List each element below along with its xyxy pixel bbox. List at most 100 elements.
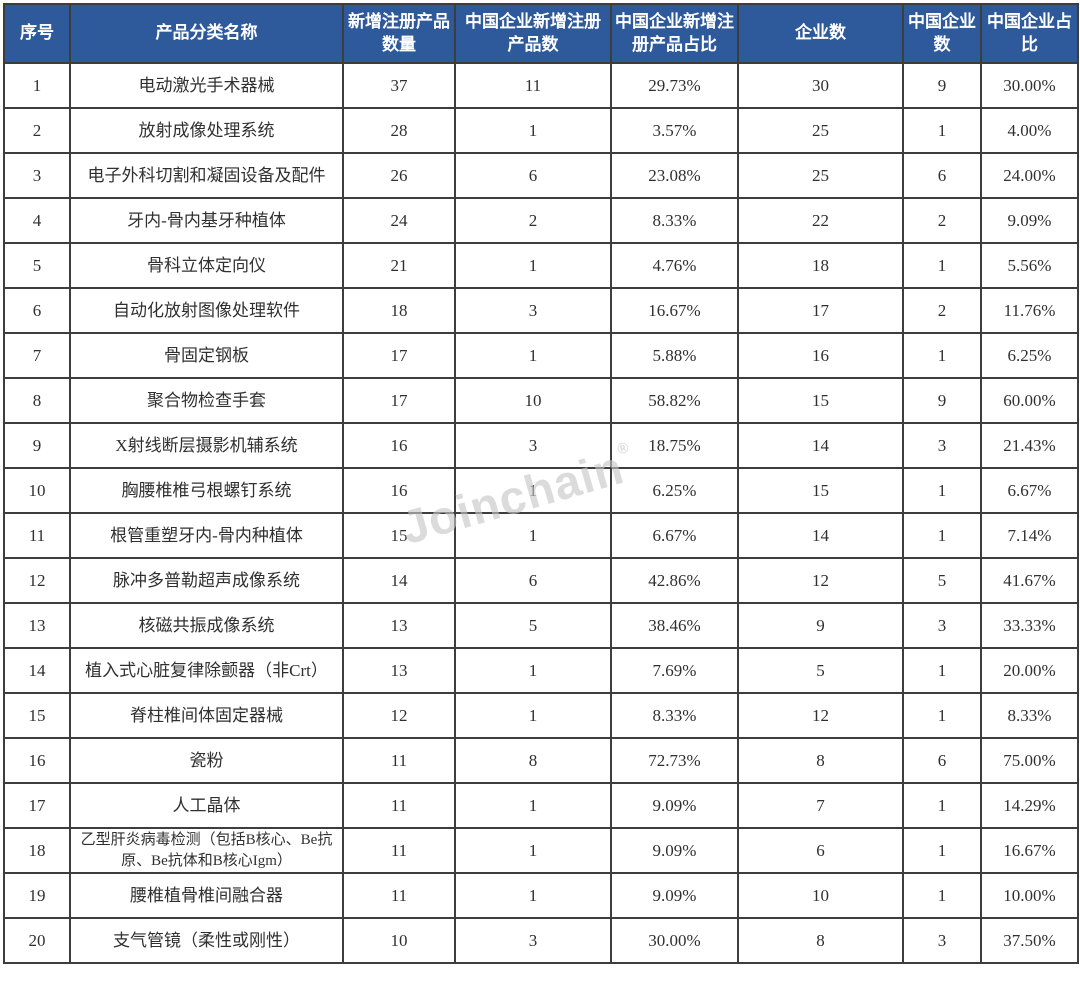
cell-cn-enterprise-count: 1 <box>902 512 982 559</box>
cell-cn-enterprise-count: 1 <box>902 782 982 829</box>
table-row: 13 核磁共振成像系统 13 5 38.46% 9 3 33.33% <box>3 602 1079 649</box>
cell-cn-enterprise-new-registered-product-share: 58.82% <box>610 377 739 424</box>
cell-enterprise-count: 22 <box>737 197 904 244</box>
cell-serial-number: 11 <box>3 512 71 559</box>
table-row: 5 骨科立体定向仪 21 1 4.76% 18 1 5.56% <box>3 242 1079 289</box>
cell-new-registered-products: 13 <box>342 647 456 694</box>
cell-enterprise-count: 15 <box>737 377 904 424</box>
cell-cn-enterprise-new-registered-product-share: 38.46% <box>610 602 739 649</box>
cell-cn-enterprise-new-registered-products: 8 <box>454 737 612 784</box>
cell-cn-enterprise-count: 2 <box>902 197 982 244</box>
table-row: 14 植入式心脏复律除颤器（非Crt） 13 1 7.69% 5 1 20.00% <box>3 647 1079 694</box>
cell-cn-enterprise-share: 6.67% <box>980 467 1079 514</box>
cell-new-registered-products: 13 <box>342 602 456 649</box>
cell-cn-enterprise-new-registered-product-share: 9.09% <box>610 872 739 919</box>
table-row: 15 脊柱椎间体固定器械 12 1 8.33% 12 1 8.33% <box>3 692 1079 739</box>
cell-cn-enterprise-count: 6 <box>902 152 982 199</box>
header-serial-number: 序号 <box>3 3 71 64</box>
cell-product-category-name: 聚合物检查手套 <box>69 377 344 424</box>
cell-product-category-name: 根管重塑牙内-骨内种植体 <box>69 512 344 559</box>
cell-cn-enterprise-share: 10.00% <box>980 872 1079 919</box>
cell-enterprise-count: 25 <box>737 152 904 199</box>
cell-new-registered-products: 16 <box>342 422 456 469</box>
cell-cn-enterprise-new-registered-product-share: 5.88% <box>610 332 739 379</box>
header-cn-enterprise-share: 中国企业占比 <box>980 3 1079 64</box>
table-row: 12 脉冲多普勒超声成像系统 14 6 42.86% 12 5 41.67% <box>3 557 1079 604</box>
cell-cn-enterprise-share: 11.76% <box>980 287 1079 334</box>
cell-serial-number: 17 <box>3 782 71 829</box>
table-row: 4 牙内-骨内基牙种植体 24 2 8.33% 22 2 9.09% <box>3 197 1079 244</box>
table-row: 10 胸腰椎椎弓根螺钉系统 16 1 6.25% 15 1 6.67% <box>3 467 1079 514</box>
cell-cn-enterprise-new-registered-products: 1 <box>454 827 612 874</box>
header-new-registered-products: 新增注册产品数量 <box>342 3 456 64</box>
cell-cn-enterprise-new-registered-products: 1 <box>454 512 612 559</box>
cell-cn-enterprise-new-registered-products: 6 <box>454 557 612 604</box>
cell-cn-enterprise-new-registered-products: 1 <box>454 332 612 379</box>
cell-cn-enterprise-count: 3 <box>902 917 982 964</box>
cell-new-registered-products: 17 <box>342 377 456 424</box>
table-row: 19 腰椎植骨椎间融合器 11 1 9.09% 10 1 10.00% <box>3 872 1079 919</box>
cell-product-category-name: X射线断层摄影机辅系统 <box>69 422 344 469</box>
cell-cn-enterprise-share: 9.09% <box>980 197 1079 244</box>
cell-cn-enterprise-new-registered-products: 1 <box>454 107 612 154</box>
cell-cn-enterprise-share: 21.43% <box>980 422 1079 469</box>
cell-product-category-name: 牙内-骨内基牙种植体 <box>69 197 344 244</box>
cell-cn-enterprise-new-registered-product-share: 4.76% <box>610 242 739 289</box>
table-row: 18 乙型肝炎病毒检测（包括B核心、Be抗原、Be抗体和B核心Igm） 11 1 9.0… <box>3 827 1079 874</box>
header-cn-enterprise-new-registered-product-share: 中国企业新增注册产品占比 <box>610 3 739 64</box>
table-row: 6 自动化放射图像处理软件 18 3 16.67% 17 2 11.76% <box>3 287 1079 334</box>
cell-enterprise-count: 5 <box>737 647 904 694</box>
cell-new-registered-products: 18 <box>342 287 456 334</box>
cell-new-registered-products: 10 <box>342 917 456 964</box>
table-row: 2 放射成像处理系统 28 1 3.57% 25 1 4.00% <box>3 107 1079 154</box>
cell-enterprise-count: 16 <box>737 332 904 379</box>
cell-serial-number: 5 <box>3 242 71 289</box>
cell-cn-enterprise-new-registered-product-share: 6.25% <box>610 467 739 514</box>
cell-enterprise-count: 7 <box>737 782 904 829</box>
cell-cn-enterprise-new-registered-product-share: 7.69% <box>610 647 739 694</box>
cell-new-registered-products: 16 <box>342 467 456 514</box>
cell-new-registered-products: 37 <box>342 62 456 109</box>
cell-cn-enterprise-share: 20.00% <box>980 647 1079 694</box>
cell-new-registered-products: 11 <box>342 782 456 829</box>
table-row: 3 电子外科切割和凝固设备及配件 26 6 23.08% 25 6 24.00% <box>3 152 1079 199</box>
cell-cn-enterprise-new-registered-product-share: 72.73% <box>610 737 739 784</box>
cell-cn-enterprise-count: 9 <box>902 62 982 109</box>
table-row: 1 电动激光手术器械 37 11 29.73% 30 9 30.00% <box>3 62 1079 109</box>
cell-enterprise-count: 25 <box>737 107 904 154</box>
cell-cn-enterprise-count: 3 <box>902 602 982 649</box>
product-category-registration-table: 序号 产品分类名称 新增注册产品数量 中国企业新增注册产品数 中国企业新增注册产品占比企… <box>3 3 1079 964</box>
cell-serial-number: 6 <box>3 287 71 334</box>
cell-serial-number: 13 <box>3 602 71 649</box>
cell-serial-number: 12 <box>3 557 71 604</box>
cell-serial-number: 16 <box>3 737 71 784</box>
cell-cn-enterprise-new-registered-product-share: 8.33% <box>610 692 739 739</box>
cell-product-category-name: 电动激光手术器械 <box>69 62 344 109</box>
cell-cn-enterprise-share: 75.00% <box>980 737 1079 784</box>
cell-product-category-name: 骨固定钢板 <box>69 332 344 379</box>
cell-cn-enterprise-new-registered-product-share: 8.33% <box>610 197 739 244</box>
cell-new-registered-products: 15 <box>342 512 456 559</box>
cell-cn-enterprise-count: 1 <box>902 647 982 694</box>
cell-enterprise-count: 10 <box>737 872 904 919</box>
cell-enterprise-count: 9 <box>737 602 904 649</box>
cell-cn-enterprise-new-registered-product-share: 42.86% <box>610 557 739 604</box>
cell-cn-enterprise-new-registered-products: 1 <box>454 782 612 829</box>
cell-product-category-name: 核磁共振成像系统 <box>69 602 344 649</box>
cell-enterprise-count: 14 <box>737 512 904 559</box>
table-row: 17 人工晶体 11 1 9.09% 7 1 14.29% <box>3 782 1079 829</box>
cell-cn-enterprise-new-registered-product-share: 18.75% <box>610 422 739 469</box>
cell-cn-enterprise-share: 24.00% <box>980 152 1079 199</box>
table-row: 9 X射线断层摄影机辅系统 16 3 18.75% 14 3 21.43% <box>3 422 1079 469</box>
cell-serial-number: 9 <box>3 422 71 469</box>
cell-serial-number: 3 <box>3 152 71 199</box>
cell-cn-enterprise-new-registered-product-share: 9.09% <box>610 782 739 829</box>
cell-cn-enterprise-share: 14.29% <box>980 782 1079 829</box>
cell-product-category-name: 骨科立体定向仪 <box>69 242 344 289</box>
cell-cn-enterprise-new-registered-products: 3 <box>454 287 612 334</box>
header-enterprise-count: 企业数 <box>737 3 904 64</box>
cell-product-category-name: 放射成像处理系统 <box>69 107 344 154</box>
table-row: 11 根管重塑牙内-骨内种植体 15 1 6.67% 14 1 7.14% <box>3 512 1079 559</box>
cell-cn-enterprise-new-registered-product-share: 23.08% <box>610 152 739 199</box>
table-row: 16 瓷粉 11 8 72.73% 8 6 75.00% <box>3 737 1079 784</box>
